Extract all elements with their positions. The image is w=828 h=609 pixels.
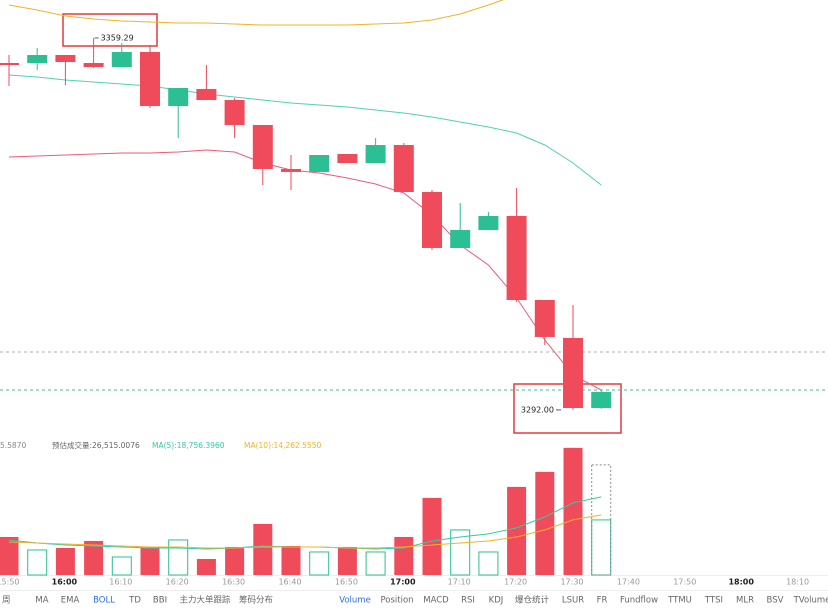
candle-body (422, 191, 442, 248)
candle-body (393, 144, 414, 192)
volume-bar (0, 536, 19, 575)
x-tick-label: 16:10 (109, 578, 132, 587)
x-tick-label: 16:00 (52, 578, 78, 587)
x-tick-label: 17:40 (617, 578, 640, 587)
volume-bar (422, 497, 442, 575)
candle-body (196, 88, 217, 100)
candle-body (281, 168, 301, 172)
volume-bar (225, 546, 245, 575)
candle-body (450, 230, 471, 248)
volume-bar (84, 540, 104, 575)
candle-body (168, 88, 189, 107)
band-line (8, 149, 602, 391)
candle-body (83, 63, 104, 67)
candle-body (309, 154, 330, 172)
indicator-tab[interactable]: Position (380, 596, 413, 606)
volume-estimate (591, 464, 612, 576)
candle-body (563, 337, 583, 408)
indicator-tab[interactable]: 筹码分布 (239, 595, 273, 606)
indicator-tab[interactable]: MACD (423, 596, 449, 606)
volume-bar (196, 558, 216, 575)
x-tick-label: 17:00 (390, 578, 416, 587)
candle-body (140, 52, 160, 107)
indicator-tab[interactable]: KDJ (489, 596, 504, 606)
x-tick-label: 16:20 (166, 578, 189, 587)
volume-bar (337, 546, 357, 575)
candle-body (506, 215, 527, 300)
volume-estimate-label: 预估成交量:26,515.0076 (52, 440, 140, 450)
volume-bar (111, 556, 132, 576)
volume-bar (394, 536, 414, 575)
x-tick-label: 17:30 (560, 578, 583, 587)
volume-bar (253, 523, 273, 575)
volume-bar (140, 547, 160, 575)
volume-bar (281, 545, 301, 575)
indicator-tab[interactable]: EMA (61, 596, 80, 606)
candle-body (224, 99, 245, 125)
indicator-tab[interactable]: LSUR (562, 596, 584, 606)
volume-bar (309, 551, 330, 576)
volume-bar (563, 447, 583, 575)
indicator-tab[interactable]: RSI (461, 596, 475, 606)
volume-ma-label: MA(5):18,756.3960 (152, 441, 225, 450)
x-tick-label: 16:40 (278, 578, 301, 587)
indicator-tab[interactable]: BBI (153, 596, 167, 606)
x-axis: 15:50 16:00 16:10 16:20 16:30 16:40 16:50 17:00… (0, 578, 809, 587)
indicator-tab[interactable]: MLR (736, 596, 754, 606)
x-tick-label: 16:50 (335, 578, 358, 587)
indicator-tab[interactable]: TTMU (667, 596, 692, 606)
low-annotation: 3292.00 (521, 405, 554, 414)
volume-legend-cut: 5.5870 (0, 441, 26, 450)
volume-bar (535, 471, 555, 575)
x-tick-label: 17:10 (448, 578, 471, 587)
volume-bar (55, 547, 75, 575)
candle-body (478, 215, 499, 231)
volume-panel: 5.5870 预估成交量:26,515.0076 MA(5):18,756.3960… (0, 440, 612, 576)
indicator-tab[interactable]: Fundflow (620, 596, 658, 606)
indicator-tab[interactable]: MA (35, 596, 48, 606)
candle-body (365, 144, 386, 164)
candle-body (55, 55, 76, 63)
volume-bar (507, 486, 527, 575)
candle-body (534, 299, 555, 337)
indicator-tab[interactable]: BOLL (93, 596, 115, 606)
price-panel: 3359.29 3292.00 (0, 0, 828, 414)
volume-bar (27, 549, 48, 576)
candle-body (252, 124, 273, 169)
x-tick-label: 18:00 (728, 578, 754, 587)
x-tick-label: 15:50 (0, 578, 20, 587)
indicator-tab[interactable]: Volume (339, 596, 371, 606)
volume-bar (450, 529, 471, 576)
band-line (8, 74, 602, 186)
x-tick-label: 17:50 (673, 578, 696, 587)
volume-bar (591, 519, 612, 576)
indicator-tab[interactable]: BSV (767, 596, 784, 606)
candle-body (27, 55, 48, 64)
high-annotation: 3359.29 (101, 33, 134, 42)
volume-ma-line (8, 514, 602, 549)
band-line (8, 0, 504, 26)
indicator-tab[interactable]: FR (597, 596, 608, 606)
volume-bar (365, 551, 386, 576)
indicator-tab[interactable]: TTSI (704, 596, 723, 606)
x-tick-label: 16:30 (222, 578, 245, 587)
indicator-tab[interactable]: 爆仓统计 (515, 595, 550, 606)
x-tick-label: 17:20 (504, 578, 527, 587)
indicator-toolbar: 周 MA EMA BOLL TD BBI 主力大单跟踪 筹码分布 Volume Position M… (2, 595, 828, 606)
volume-bar (478, 551, 499, 576)
volume-bar (168, 539, 189, 576)
candle-body (0, 63, 19, 66)
indicator-tab[interactable]: 主力大单跟踪 (179, 595, 231, 606)
indicator-tab[interactable]: TVolume (793, 596, 828, 606)
x-tick-label: 18:10 (786, 578, 809, 587)
volume-ma-label: MA(10):14,262.5550 (244, 441, 321, 450)
indicator-tab[interactable]: TD (128, 596, 141, 606)
high-highlight-box (62, 13, 158, 47)
candle-body (111, 52, 132, 67)
indicator-tab[interactable]: 周 (2, 596, 11, 606)
candle-body (337, 154, 358, 164)
candle-body (591, 391, 612, 408)
